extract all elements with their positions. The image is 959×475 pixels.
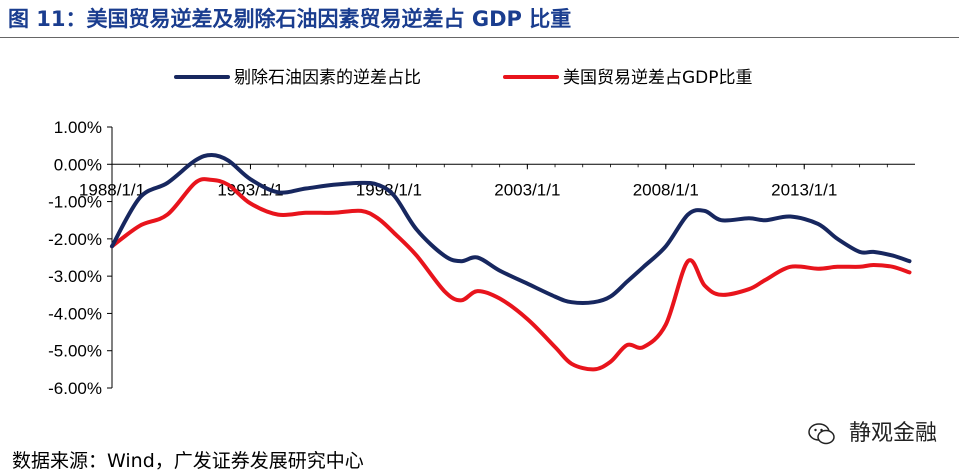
y-tick-label: 0.00% — [54, 155, 102, 174]
legend-item-trade-deficit: 美国贸易逆差占GDP比重 — [503, 68, 753, 88]
y-tick-label: -1.00% — [48, 193, 102, 212]
wechat-icon — [808, 423, 835, 445]
chart-axes: 1.00% 0.00% -1.00% -2.00% -3.00% -4.00% -5.00%… — [48, 118, 915, 398]
x-tick-label: 2003/1/1 — [494, 180, 560, 199]
y-tick-label: 1.00% — [54, 118, 102, 137]
y-tick-label: -2.00% — [48, 230, 102, 249]
chart-series — [110, 153, 912, 372]
x-tick-label: 2008/1/1 — [633, 180, 699, 199]
data-source-note: 数据来源：Wind，广发证券发展研究中心 — [12, 450, 364, 472]
x-tick-label: 1988/1/1 — [79, 180, 145, 199]
legend-item-ex-oil: 剔除石油因素的逆差占比 — [174, 68, 421, 88]
y-tick-label: -3.00% — [48, 267, 102, 286]
series-line-ex-oil — [110, 153, 912, 305]
y-tick-label: -4.00% — [48, 304, 102, 323]
watermark-text: 静观金融 — [849, 421, 938, 446]
y-tick-label: -5.00% — [48, 342, 102, 361]
legend-label: 美国贸易逆差占GDP比重 — [563, 68, 753, 88]
series-line-trade-deficit — [110, 177, 912, 372]
x-tick-label: 1993/1/1 — [217, 180, 283, 199]
title-divider — [0, 37, 959, 38]
x-tick-label: 2013/1/1 — [771, 180, 837, 199]
chart-legend: 剔除石油因素的逆差占比 美国贸易逆差占GDP比重 — [174, 68, 753, 88]
legend-label: 剔除石油因素的逆差占比 — [234, 68, 421, 88]
figure-title: 图 11：美国贸易逆差及剔除石油因素贸易逆差占 GDP 比重 — [8, 7, 572, 31]
y-tick-label: -6.00% — [48, 379, 102, 398]
publisher-watermark: 静观金融 — [808, 418, 937, 450]
